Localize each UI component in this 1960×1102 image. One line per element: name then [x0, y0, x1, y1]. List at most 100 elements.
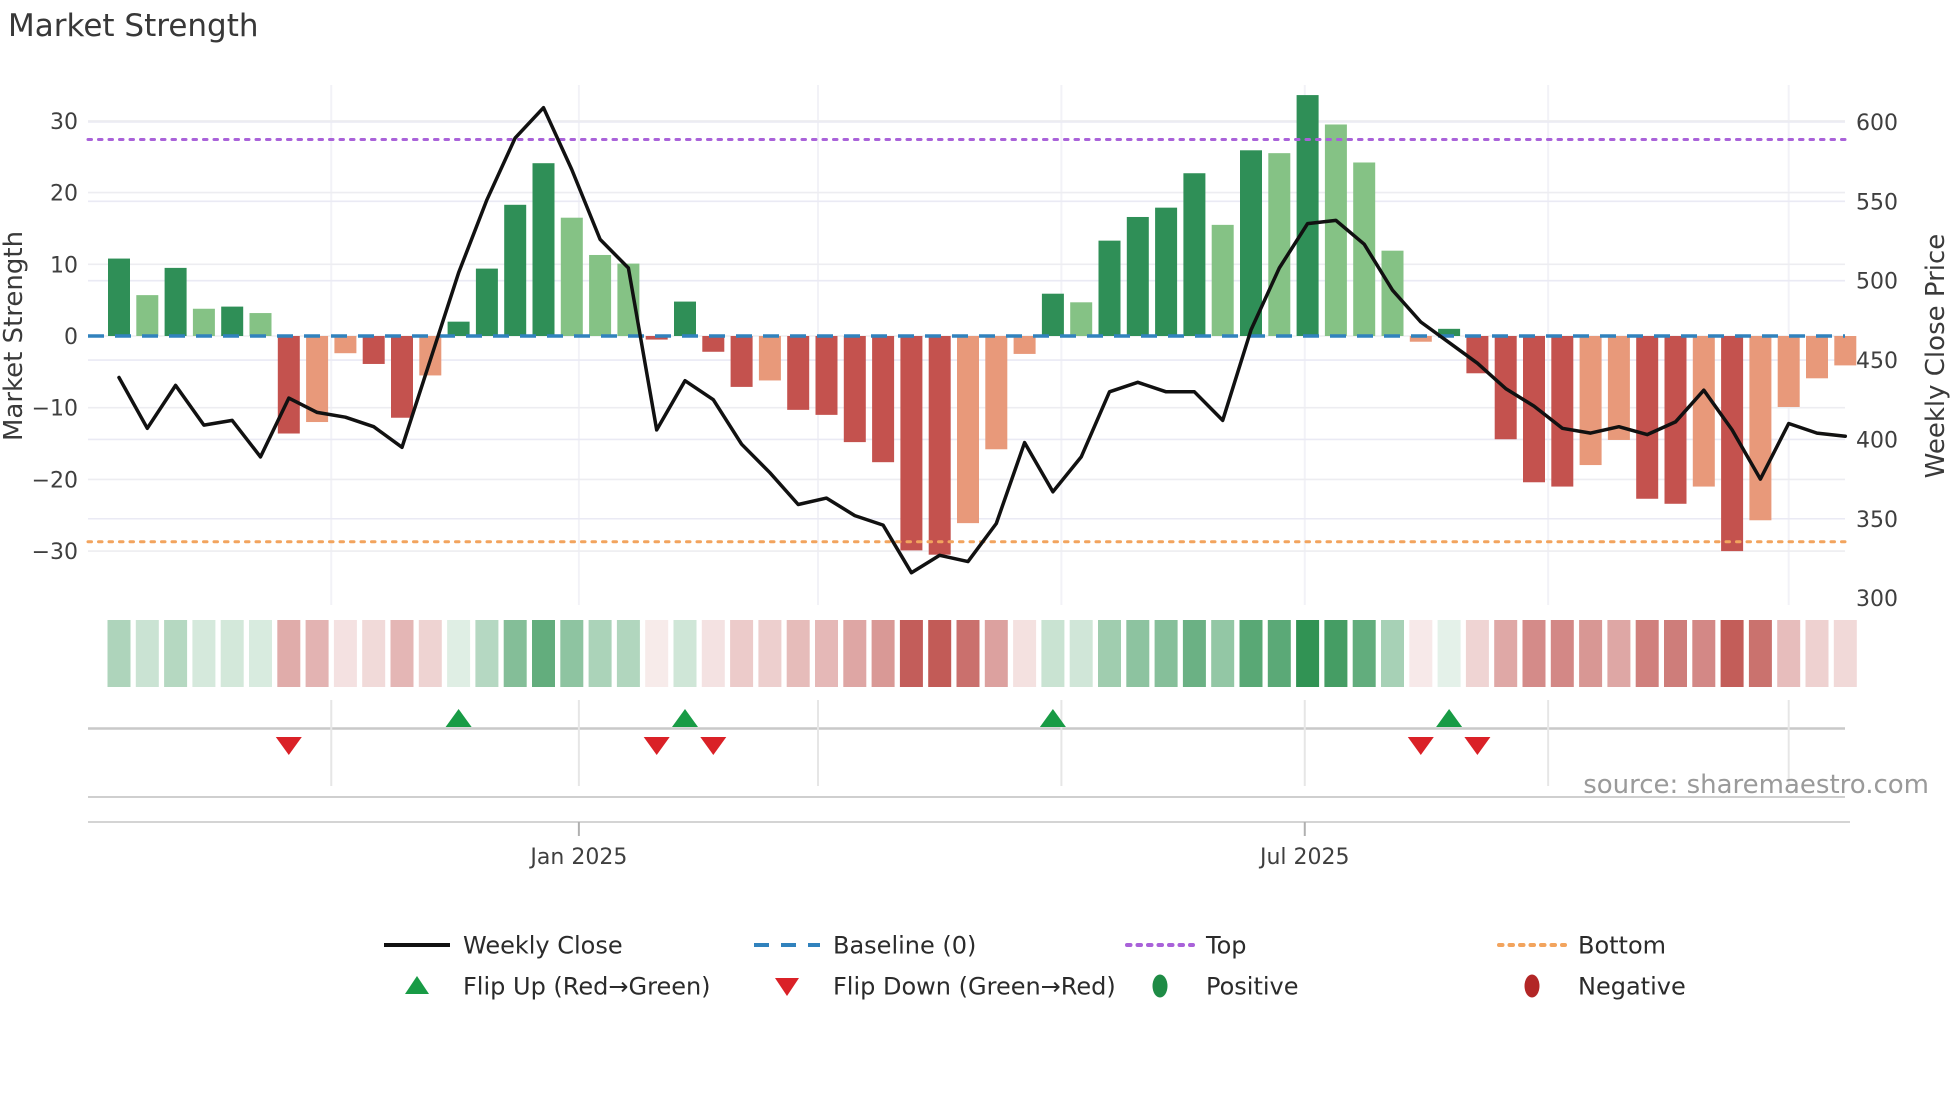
right-tick-label: 550: [1856, 190, 1898, 215]
strength-bar: [1296, 95, 1319, 336]
flip-down-marker-icon: [700, 737, 727, 755]
heatmap-cell: [1041, 620, 1065, 687]
strength-bar: [1381, 250, 1404, 336]
strength-bar: [1013, 336, 1036, 354]
strength-bar: [957, 336, 979, 524]
right-tick-label: 450: [1856, 349, 1898, 374]
heatmap-cell: [1635, 620, 1659, 687]
strength-bar: [1579, 336, 1602, 466]
right-axis-label: Weekly Close Price: [1921, 234, 1951, 479]
legend-label: Weekly Close: [463, 932, 623, 960]
strength-bar: [1523, 336, 1545, 483]
strength-bar: [1324, 124, 1347, 336]
positive-dot-icon: [1152, 974, 1168, 998]
left-tick-label: −20: [32, 468, 78, 493]
heatmap-cell: [1550, 620, 1574, 687]
heatmap-cell: [588, 620, 612, 687]
heatmap-cell: [701, 620, 725, 687]
strength-bar: [1438, 328, 1461, 336]
strength-bar: [447, 321, 470, 336]
heatmap-cell: [616, 620, 640, 687]
heatmap-cell: [984, 620, 1008, 687]
right-tick-label: 500: [1856, 270, 1898, 295]
heatmap-cell: [899, 620, 923, 687]
heatmap-cell: [1777, 620, 1801, 687]
row-divider-lines: [88, 727, 1850, 823]
heatmap-cell: [107, 620, 131, 687]
marker-row-gridlines: [330, 700, 1790, 786]
strength-bar: [1070, 302, 1093, 336]
heatmap-cell: [1720, 620, 1744, 687]
left-axis-ticks: 30 20 10 0 −10 −20 −30: [32, 110, 78, 565]
strength-bar: [560, 217, 583, 336]
strength-bar: [1409, 336, 1432, 342]
heatmap-cell: [560, 620, 584, 687]
strength-bar: [1806, 336, 1828, 379]
strength-bar: [136, 295, 159, 336]
heatmap-cell: [1098, 620, 1121, 687]
heatmap-cell: [1692, 620, 1716, 687]
strength-bar: [362, 336, 385, 364]
strength-bar: [617, 263, 640, 336]
strength-bar: [1353, 162, 1376, 336]
strength-bar: [164, 267, 187, 336]
heatmap-cell: [1296, 620, 1320, 687]
flip-markers: [275, 709, 1491, 755]
strength-bar: [1692, 336, 1715, 487]
right-axis-ticks: 600 550 500 450 400 350 300: [1856, 111, 1898, 612]
strength-bar: [504, 204, 527, 336]
heatmap-cell: [164, 620, 188, 687]
heatmap-cell: [532, 620, 555, 687]
strength-bar: [192, 308, 215, 336]
heatmap-cell: [1352, 620, 1376, 687]
heatmap-cell: [1494, 620, 1518, 687]
flip-down-icon: [775, 978, 799, 996]
strength-bar: [702, 336, 725, 352]
strength-bar: [221, 306, 244, 336]
left-tick-label: −30: [32, 540, 78, 565]
heatmap-cell: [871, 620, 895, 687]
heatmap-cell: [249, 620, 272, 687]
flip-down-marker-icon: [643, 737, 670, 755]
weekly-close-line: [117, 105, 1848, 575]
strength-bar: [249, 313, 272, 336]
strength-bar: [1636, 336, 1659, 499]
heatmap-cell: [786, 620, 810, 687]
heatmap-cell: [843, 620, 867, 687]
legend-label: Top: [1205, 932, 1247, 960]
strength-bar: [730, 336, 753, 387]
legend-label: Negative: [1578, 973, 1686, 1001]
legend-label: Bottom: [1578, 932, 1666, 960]
heatmap-cell: [1748, 620, 1772, 687]
strength-bar: [1183, 173, 1206, 336]
heatmap-cell: [1465, 620, 1489, 687]
heatmap-cell: [730, 620, 754, 687]
right-tick-label: 300: [1856, 587, 1898, 612]
strength-bar: [391, 336, 413, 418]
strength-bar: [1834, 336, 1857, 366]
heatmap-cell: [1154, 620, 1178, 687]
flip-up-icon: [405, 976, 429, 994]
heatmap-cell: [1239, 620, 1263, 687]
heatmap-cell: [192, 620, 216, 687]
heatmap-cell: [1522, 620, 1546, 687]
left-tick-label: 0: [64, 325, 78, 350]
right-tick-label: 600: [1856, 111, 1898, 136]
heatmap-cell: [447, 620, 471, 687]
heatmap-cell: [758, 620, 782, 687]
strength-bar: [1607, 336, 1630, 440]
strength-bar: [985, 336, 1008, 450]
strength-bar: [589, 254, 612, 336]
strength-bar: [1041, 293, 1064, 336]
heatmap-cell: [475, 620, 499, 687]
flip-down-marker-icon: [1407, 737, 1434, 755]
strength-bar: [872, 336, 895, 463]
strength-bar: [1777, 336, 1800, 407]
heatmap-cell: [1409, 620, 1433, 687]
flip-up-marker-icon: [445, 709, 472, 727]
heatmap-cell: [1126, 620, 1150, 687]
left-tick-label: 30: [50, 110, 78, 135]
strength-bar: [928, 336, 951, 555]
